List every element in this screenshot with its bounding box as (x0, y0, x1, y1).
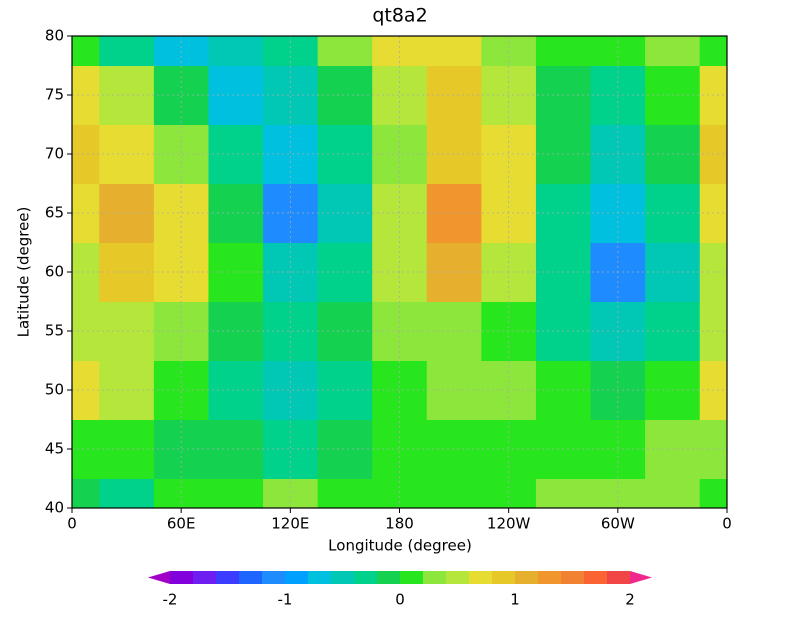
contour-cell (699, 478, 728, 509)
contour-cell (72, 360, 100, 420)
colorbar-box (216, 571, 240, 584)
colorbar-box (193, 571, 217, 584)
contour-cell (208, 478, 264, 509)
contour-cell (263, 419, 319, 479)
contour-cell (72, 242, 100, 302)
chart-title: qt8a2 (372, 5, 427, 27)
contour-cell (99, 36, 155, 66)
contour-cell (317, 65, 373, 125)
contour-cell (317, 478, 373, 509)
contour-cell (208, 36, 264, 66)
contour-cell (317, 242, 373, 302)
plot-frame (71, 35, 728, 509)
y-tick-label: 75 (45, 86, 64, 104)
x-tick-label: 0 (67, 515, 77, 533)
contour-cell (645, 478, 701, 509)
contour-cell (372, 478, 428, 509)
x-tick-label: 120E (271, 515, 309, 533)
contour-cell (317, 360, 373, 420)
y-tick-label: 70 (45, 145, 64, 163)
colorbar-box (239, 571, 263, 584)
colorbar-box (331, 571, 355, 584)
contour-cell (317, 124, 373, 184)
contour-cell (208, 301, 264, 361)
contour-cell (208, 124, 264, 184)
x-tick-label: 180 (385, 515, 414, 533)
y-tick-label: 80 (45, 27, 64, 45)
contour-cell (99, 478, 155, 509)
colorbar-box (308, 571, 332, 584)
colorbar-box (469, 571, 493, 584)
contour-cell (153, 478, 209, 509)
contour-cell (72, 301, 100, 361)
colorbar-tick-label: 1 (510, 591, 520, 609)
contour-cell (535, 36, 592, 66)
x-tick-label: 120W (487, 515, 531, 533)
contour-cell (208, 419, 264, 479)
contour-cell (72, 478, 100, 509)
contour-cell (263, 478, 319, 509)
colorbar-box (561, 571, 585, 584)
colorbar-box (538, 571, 562, 584)
contour-cell (208, 183, 264, 243)
colorbar-box (377, 571, 401, 584)
contour-cell (72, 36, 100, 66)
x-tick-label: 60E (167, 515, 196, 533)
colorbar-extension (148, 571, 170, 584)
colorbar-box (423, 571, 447, 584)
contour-cell (317, 36, 373, 66)
contour-cell (317, 183, 373, 243)
colorbar-box (285, 571, 309, 584)
colorbar-tick-label: 2 (625, 591, 635, 609)
contour-cell (317, 419, 373, 479)
colorbar-box (584, 571, 608, 584)
colorbar-box (354, 571, 378, 584)
contour-cell (72, 65, 100, 125)
contour-cell (317, 301, 373, 361)
contour-cell (72, 124, 100, 184)
contour-cell (208, 65, 264, 125)
contour-cell (426, 478, 482, 509)
contour-cell (208, 360, 264, 420)
contour-cell (590, 478, 646, 509)
contour-cell (481, 478, 537, 509)
y-axis-label: Latitude (degree) (15, 207, 33, 338)
y-tick-label: 50 (45, 381, 64, 399)
y-tick-label: 60 (45, 263, 64, 281)
colorbar-tick-label: 0 (395, 591, 405, 609)
x-axis-label: Longitude (degree) (328, 537, 472, 555)
contour-cell (645, 36, 701, 66)
colorbar-extension (630, 571, 652, 584)
contour-cell (263, 124, 319, 184)
contour-cell (72, 183, 100, 243)
colorbar-box (262, 571, 286, 584)
contour-cell (426, 36, 482, 66)
y-tick-label: 45 (45, 440, 64, 458)
y-tick-label: 55 (45, 322, 64, 340)
contour-cell (372, 124, 428, 184)
colorbar-box (446, 571, 470, 584)
y-tick-label: 65 (45, 204, 64, 222)
contour-cell (372, 419, 428, 479)
colorbar-box (515, 571, 539, 584)
colorbar-box (170, 571, 194, 584)
contour-cell (208, 242, 264, 302)
colorbar-box (607, 571, 631, 584)
colorbar-tick-label: -2 (163, 591, 178, 609)
contour-cell (535, 478, 592, 509)
colorbar-box (492, 571, 516, 584)
x-tick-label: 60W (601, 515, 635, 533)
x-tick-label: 0 (722, 515, 732, 533)
contour-cell (72, 419, 100, 479)
contour-cell (699, 36, 728, 66)
colorbar-box (400, 571, 424, 584)
colorbar-tick-label: -1 (278, 591, 293, 609)
y-tick-label: 40 (45, 499, 64, 517)
